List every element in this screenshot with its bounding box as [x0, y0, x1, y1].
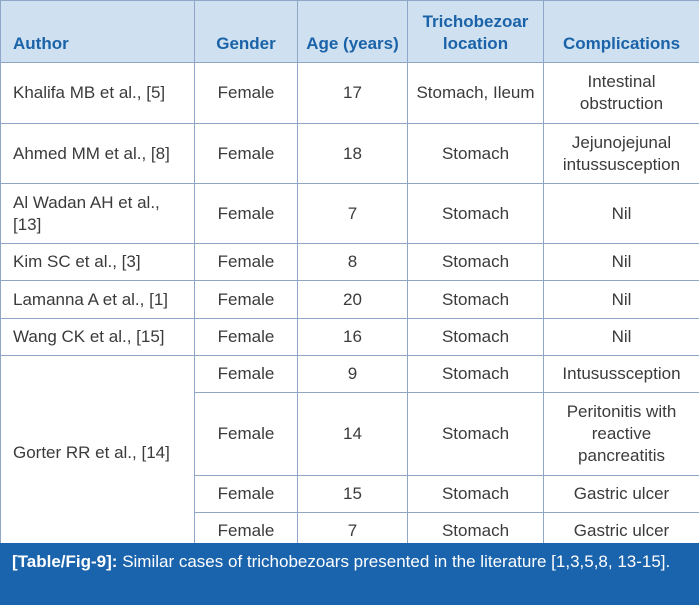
cell-location: Stomach: [407, 355, 544, 393]
cell-complications: Nil: [543, 243, 699, 281]
table-row: Lamanna A et al., [1] Female 20 Stomach …: [0, 280, 699, 319]
table-caption: [Table/Fig-9]: Similar cases of trichobe…: [0, 543, 699, 605]
cell-location: Stomach: [407, 243, 544, 281]
cell-complications: Nil: [543, 318, 699, 356]
cell-gender: Female: [194, 355, 298, 393]
cell-gender: Female: [194, 62, 298, 124]
cell-age: 14: [297, 392, 408, 476]
cell-age: 9: [297, 355, 408, 393]
cell-author: Al Wadan AH et al., [13]: [0, 183, 195, 244]
table-row: Female 15 Stomach Gastric ulcer: [1, 475, 699, 513]
cell-location: Stomach, Ileum: [407, 62, 544, 124]
cell-complications: Intusussception: [543, 355, 699, 393]
table-row: Ahmed MM et al., [8] Female 18 Stomach J…: [0, 123, 699, 184]
cell-location: Stomach: [407, 280, 544, 319]
cell-age: 16: [297, 318, 408, 356]
caption-text: Similar cases of trichobezoars presented…: [122, 552, 671, 571]
cell-location: Stomach: [407, 392, 544, 476]
cell-gender: Female: [194, 280, 298, 319]
cell-location: Stomach: [407, 475, 544, 513]
cell-age: 15: [297, 475, 408, 513]
caption-label: [Table/Fig-9]:: [12, 552, 118, 571]
cell-location: Stomach: [407, 123, 544, 184]
header-author: Author: [0, 0, 195, 63]
table-row: Female 14 Stomach Peritonitis with react…: [1, 392, 699, 476]
table-row: Kim SC et al., [3] Female 8 Stomach Nil: [0, 243, 699, 281]
header-age: Age (years): [297, 0, 408, 63]
cell-gender: Female: [194, 318, 298, 356]
cell-author: Gorter RR et al., [14]: [0, 355, 195, 550]
table-row: Al Wadan AH et al., [13] Female 7 Stomac…: [0, 183, 699, 244]
cell-age: 17: [297, 62, 408, 124]
cell-gender: Female: [194, 183, 298, 244]
cell-author: Khalifa MB et al., [5]: [0, 62, 195, 124]
table-row: Khalifa MB et al., [5] Female 17 Stomach…: [0, 62, 699, 124]
literature-table: Author Gender Age (years) Trichobezoar l…: [0, 0, 699, 550]
cell-complications: Nil: [543, 183, 699, 244]
cell-complications: Jejunojejunal intussusception: [543, 123, 699, 184]
cell-author: Ahmed MM et al., [8]: [0, 123, 195, 184]
header-location: Trichobezoar location: [407, 0, 544, 63]
cell-gender: Female: [194, 475, 298, 513]
cell-gender: Female: [194, 243, 298, 281]
cell-complications: Peritonitis with reactive pancreatitis: [543, 392, 699, 476]
cell-location: Stomach: [407, 318, 544, 356]
header-row: Author Gender Age (years) Trichobezoar l…: [0, 0, 699, 63]
table-row: Wang CK et al., [15] Female 16 Stomach N…: [0, 318, 699, 356]
cell-age: 7: [297, 183, 408, 244]
cell-complications: Nil: [543, 280, 699, 319]
cell-age: 8: [297, 243, 408, 281]
cell-author: Kim SC et al., [3]: [0, 243, 195, 281]
cell-gender: Female: [194, 392, 298, 476]
cell-complications: Gastric ulcer: [543, 475, 699, 513]
header-complications: Complications: [543, 0, 699, 63]
table-row: Gorter RR et al., [14] Female 9 Stomach …: [0, 355, 699, 550]
cell-gender: Female: [194, 123, 298, 184]
cell-age: 18: [297, 123, 408, 184]
cell-author: Wang CK et al., [15]: [0, 318, 195, 356]
cell-location: Stomach: [407, 183, 544, 244]
cell-author: Lamanna A et al., [1]: [0, 280, 195, 319]
header-gender: Gender: [194, 0, 298, 63]
cell-age: 20: [297, 280, 408, 319]
cell-complications: Intestinal obstruction: [543, 62, 699, 124]
